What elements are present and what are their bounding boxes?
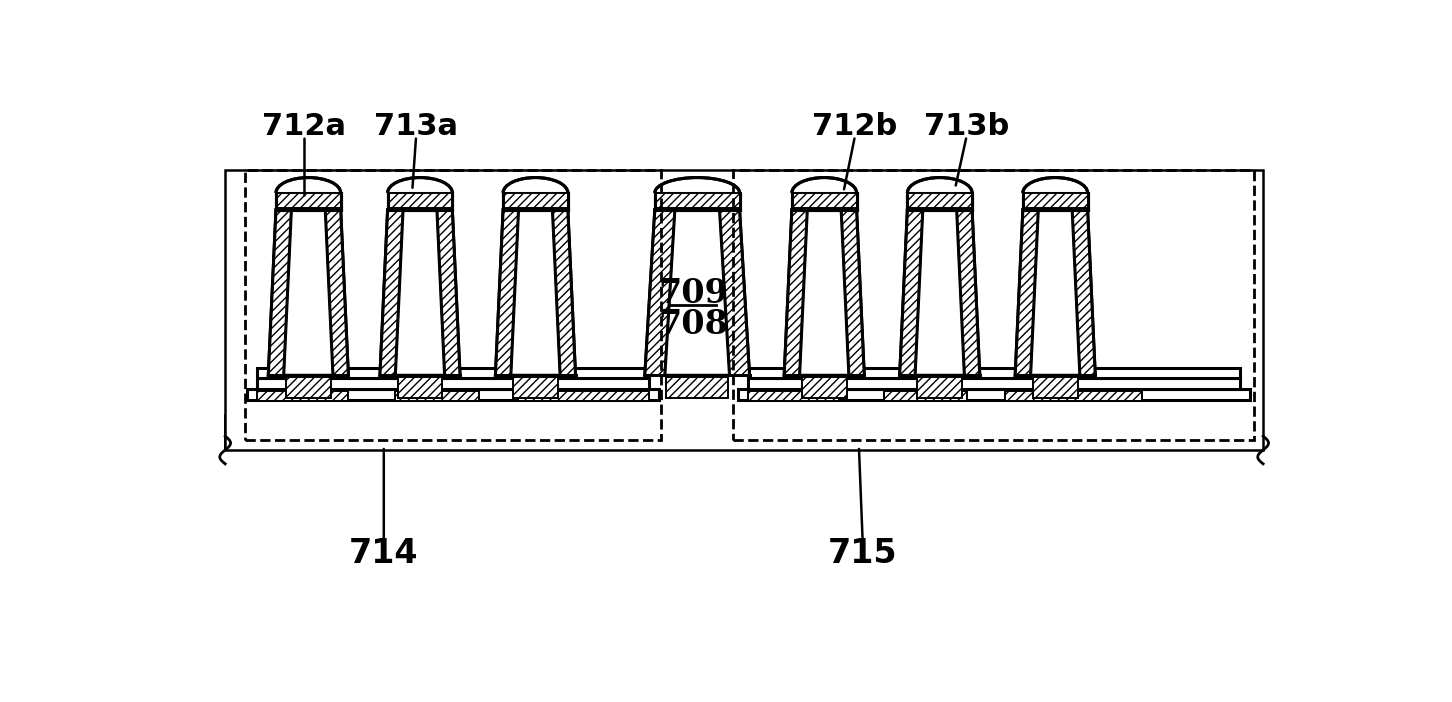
Bar — [245, 171, 661, 440]
Polygon shape — [504, 193, 568, 208]
Bar — [513, 377, 558, 399]
Polygon shape — [437, 210, 460, 376]
Bar — [733, 171, 1255, 440]
Polygon shape — [388, 193, 453, 208]
Polygon shape — [908, 193, 971, 210]
Text: 712b: 712b — [813, 112, 897, 141]
Polygon shape — [276, 193, 341, 210]
Polygon shape — [495, 210, 518, 376]
Text: 712a: 712a — [263, 112, 347, 141]
Bar — [802, 377, 847, 399]
Text: 713a: 713a — [375, 112, 459, 141]
Polygon shape — [720, 210, 749, 376]
Bar — [395, 391, 479, 401]
Bar — [1032, 377, 1077, 399]
Polygon shape — [791, 193, 857, 208]
Text: 708: 708 — [658, 308, 729, 341]
Polygon shape — [495, 210, 575, 376]
Polygon shape — [276, 193, 341, 208]
Polygon shape — [388, 193, 453, 210]
Text: 714: 714 — [348, 538, 418, 571]
Bar — [918, 377, 963, 399]
Bar — [257, 391, 347, 401]
Text: 713b: 713b — [923, 112, 1009, 141]
Bar — [225, 439, 1263, 449]
Bar — [247, 389, 659, 400]
Bar — [257, 378, 649, 389]
Polygon shape — [552, 210, 575, 376]
Polygon shape — [655, 193, 739, 208]
Polygon shape — [645, 210, 749, 376]
Polygon shape — [380, 210, 404, 376]
Polygon shape — [655, 193, 739, 210]
Polygon shape — [269, 210, 348, 376]
Polygon shape — [504, 193, 568, 210]
Polygon shape — [908, 193, 971, 208]
Polygon shape — [1015, 210, 1038, 376]
Bar — [748, 391, 839, 401]
Bar — [225, 171, 1263, 450]
Bar — [884, 391, 967, 401]
Polygon shape — [325, 210, 348, 376]
Polygon shape — [269, 210, 292, 376]
Bar — [1005, 391, 1143, 401]
Polygon shape — [1015, 210, 1095, 376]
Bar — [666, 377, 727, 399]
Polygon shape — [900, 210, 923, 376]
Bar — [518, 391, 649, 401]
Bar — [748, 368, 1240, 378]
Polygon shape — [784, 210, 864, 376]
Polygon shape — [784, 210, 807, 376]
Polygon shape — [1022, 193, 1088, 208]
Polygon shape — [645, 210, 675, 376]
Polygon shape — [900, 210, 980, 376]
Bar — [225, 416, 1263, 426]
Polygon shape — [841, 210, 864, 376]
Bar — [748, 378, 1240, 389]
Polygon shape — [380, 210, 460, 376]
Polygon shape — [1022, 193, 1088, 210]
Bar — [257, 368, 649, 378]
Polygon shape — [1072, 210, 1095, 376]
Bar — [398, 377, 443, 399]
Bar — [225, 428, 1263, 439]
Text: 715: 715 — [828, 538, 897, 571]
Polygon shape — [791, 193, 857, 210]
Bar — [738, 389, 1250, 400]
Polygon shape — [957, 210, 980, 376]
Text: 709: 709 — [658, 277, 729, 310]
Bar — [286, 377, 331, 399]
